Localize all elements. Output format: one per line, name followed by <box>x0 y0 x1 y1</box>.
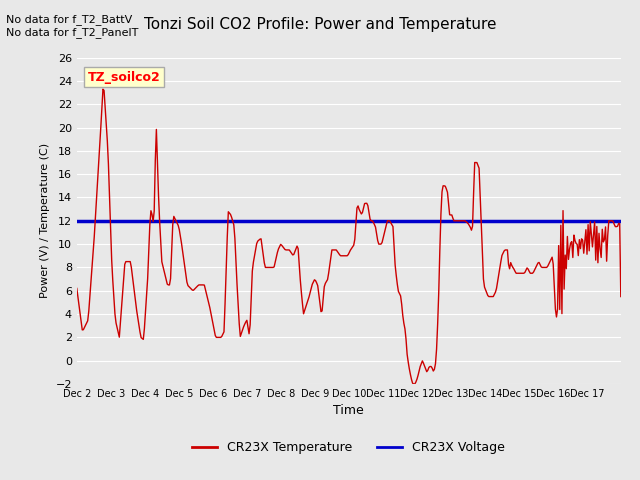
Y-axis label: Power (V) / Temperature (C): Power (V) / Temperature (C) <box>40 143 50 299</box>
Text: Tonzi Soil CO2 Profile: Power and Temperature: Tonzi Soil CO2 Profile: Power and Temper… <box>144 17 496 32</box>
Text: No data for f_T2_BattV
No data for f_T2_PanelT: No data for f_T2_BattV No data for f_T2_… <box>6 14 139 38</box>
X-axis label: Time: Time <box>333 405 364 418</box>
Text: TZ_soilco2: TZ_soilco2 <box>88 71 161 84</box>
Legend: CR23X Temperature, CR23X Voltage: CR23X Temperature, CR23X Voltage <box>188 436 510 459</box>
